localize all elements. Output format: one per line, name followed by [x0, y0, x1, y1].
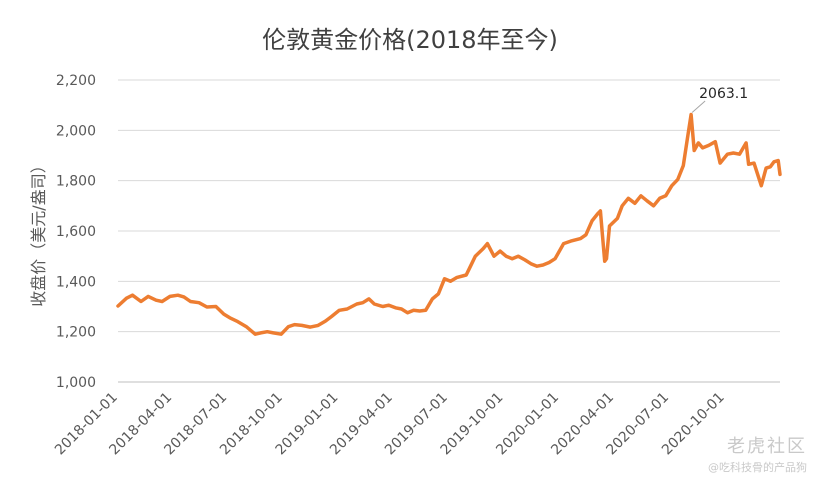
y-axis-label: 收盘价（美元/盎司）	[29, 157, 48, 306]
gridlines	[118, 79, 780, 333]
y-tick-label: 2,200	[56, 73, 96, 89]
annotation-leader	[691, 100, 706, 113]
y-tick-label: 1,600	[56, 224, 96, 240]
gold-price-line	[116, 112, 782, 336]
watermark-logo: 老虎社区	[727, 436, 807, 457]
x-axis-ticks: 2018-01-012018-04-012018-07-012018-10-01…	[52, 390, 728, 459]
y-tick-label: 1,400	[56, 274, 96, 290]
y-tick-label: 1,800	[56, 174, 96, 190]
peak-annotation: 2063.1	[691, 86, 748, 113]
watermark-handle: @吃科技骨的产品狗	[708, 461, 807, 474]
y-tick-label: 2,000	[56, 123, 96, 139]
plot-lines	[116, 112, 782, 336]
y-tick-label: 1,200	[56, 325, 96, 341]
y-axis-ticks: 1,000 1,200 1,400 1,600 1,800 2,000 2,200	[56, 73, 96, 391]
watermark: 老虎社区 @吃科技骨的产品狗	[708, 432, 807, 475]
y-tick-label: 1,000	[56, 375, 96, 391]
annotation-label: 2063.1	[699, 86, 748, 102]
chart-title: 伦敦黄金价格(2018年至今)	[262, 26, 558, 54]
